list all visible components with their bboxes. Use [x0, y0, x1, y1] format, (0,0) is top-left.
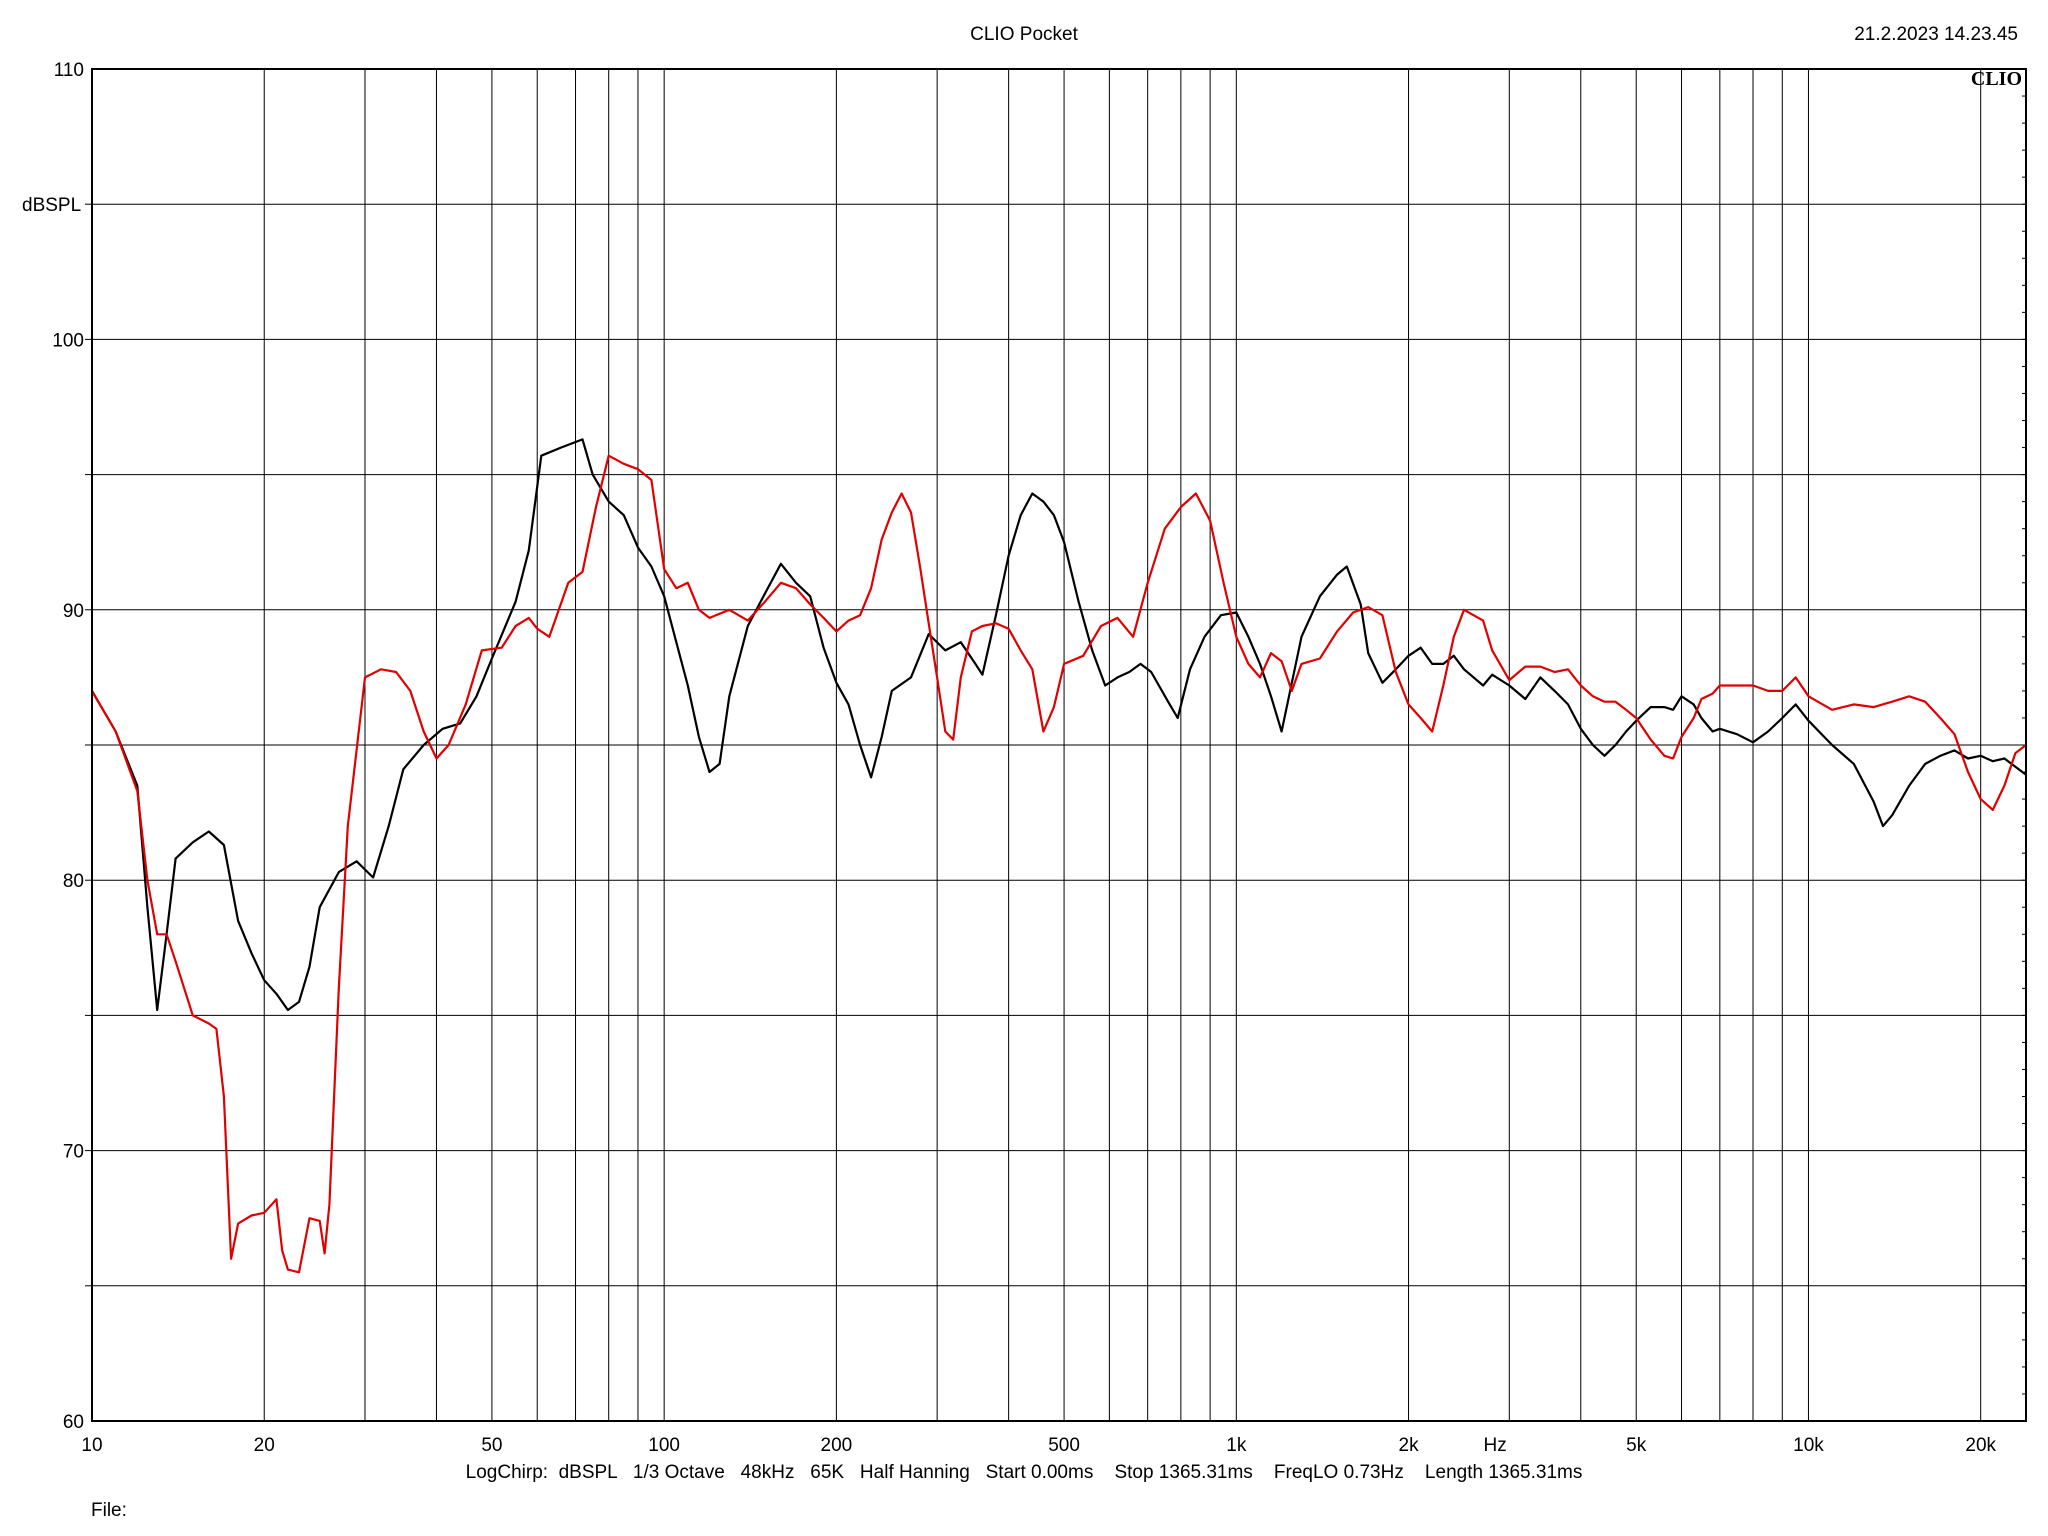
x-tick-label: 10k: [1793, 1435, 1824, 1456]
x-axis-unit-label: Hz: [1484, 1435, 1507, 1456]
x-tick-label: 20k: [1965, 1435, 1996, 1456]
x-tick-label: 100: [648, 1435, 680, 1456]
measurement-settings: LogChirp: dBSPL 1/3 Octave 48kHz 65K Hal…: [465, 1462, 1583, 1483]
y-axis-label: dBSPL: [22, 195, 81, 216]
x-tick-label: 500: [1048, 1435, 1080, 1456]
tick-labels: 10 20 50 100 200 500 1k 2k 5k 10k 20k 60 70 80 90 100 11…: [52, 60, 1996, 1456]
x-tick-label: 20: [254, 1435, 275, 1456]
x-tick-label: 2k: [1399, 1435, 1420, 1456]
clio-brand-mark: CLIO: [1971, 68, 2022, 90]
y-tick-label: 70: [63, 1142, 84, 1163]
y-tick-label: 90: [63, 601, 84, 622]
x-tick-label: 10: [81, 1435, 102, 1456]
y-tick-label: 80: [63, 871, 84, 892]
series-line-2: [91, 454, 2027, 1274]
y-tick-label: 60: [63, 1412, 84, 1433]
x-tick-label: 200: [821, 1435, 853, 1456]
plot-frame: [91, 68, 2027, 1422]
x-tick-label: 1k: [1226, 1435, 1247, 1456]
grid: [85, 69, 2026, 1421]
series-line-1: [91, 438, 2027, 1012]
chart-title: CLIO Pocket: [970, 24, 1078, 45]
series-group: [91, 438, 2027, 1274]
y-tick-label: 100: [52, 330, 84, 351]
measurement-datetime: 21.2.2023 14.23.45: [1854, 24, 2018, 45]
x-tick-label: 50: [481, 1435, 502, 1456]
file-label: File:: [91, 1500, 127, 1521]
y-tick-label: 110: [54, 60, 84, 81]
x-tick-label: 5k: [1626, 1435, 1647, 1456]
